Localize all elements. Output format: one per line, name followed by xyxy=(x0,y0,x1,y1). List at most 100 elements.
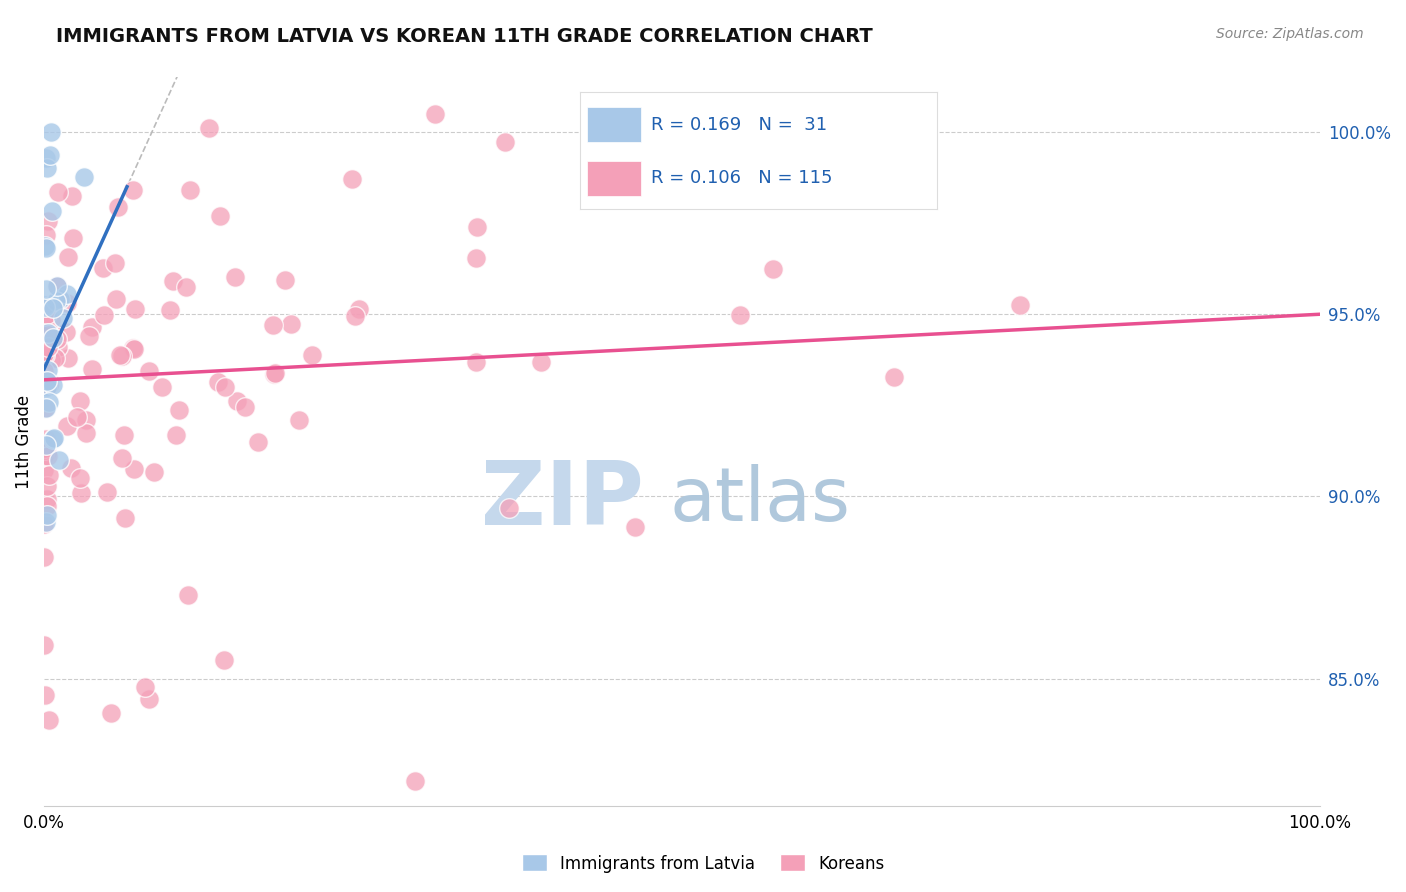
Point xyxy=(91,260,114,275)
Point xyxy=(48,452,70,467)
Point xyxy=(55,325,77,339)
Point xyxy=(42,301,65,315)
Point xyxy=(46,186,69,200)
Point xyxy=(263,367,285,381)
Point xyxy=(34,443,56,458)
Point xyxy=(624,520,647,534)
Point xyxy=(37,340,59,354)
Point xyxy=(32,364,55,378)
Point xyxy=(32,329,55,343)
Point xyxy=(82,361,104,376)
Y-axis label: 11th Grade: 11th Grade xyxy=(15,394,32,489)
Point xyxy=(730,308,752,322)
Point xyxy=(280,317,302,331)
Point xyxy=(142,466,165,480)
Point xyxy=(134,680,156,694)
Point xyxy=(498,500,520,515)
Point xyxy=(34,638,56,652)
Point xyxy=(70,486,93,500)
Point xyxy=(34,441,56,455)
Point xyxy=(60,189,83,203)
Point xyxy=(37,161,59,176)
Point xyxy=(150,380,173,394)
Point xyxy=(52,311,75,326)
Point xyxy=(93,308,115,322)
Point xyxy=(35,432,58,446)
Point xyxy=(35,380,58,394)
Point xyxy=(35,479,58,493)
Point xyxy=(287,413,309,427)
Point xyxy=(112,428,135,442)
Point xyxy=(100,706,122,720)
Point xyxy=(44,431,66,445)
Point xyxy=(37,214,59,228)
Point xyxy=(530,354,553,368)
Point xyxy=(111,450,134,465)
Point xyxy=(56,287,79,301)
Point xyxy=(62,231,84,245)
Point xyxy=(35,515,58,529)
Point xyxy=(82,320,104,334)
Point xyxy=(35,401,58,415)
Point xyxy=(56,296,79,310)
Point xyxy=(209,209,232,223)
Point xyxy=(212,653,235,667)
Point xyxy=(465,252,488,266)
Point xyxy=(35,241,58,255)
Point xyxy=(34,299,56,313)
Point xyxy=(167,403,190,417)
Point xyxy=(104,292,127,306)
Point xyxy=(34,401,56,416)
Point xyxy=(32,463,55,477)
Point xyxy=(344,310,367,324)
Point xyxy=(121,183,143,197)
Point xyxy=(38,713,60,727)
Point xyxy=(1008,297,1031,311)
Point xyxy=(110,348,132,362)
Point xyxy=(425,107,447,121)
Point xyxy=(226,393,249,408)
Point xyxy=(39,125,62,139)
Point xyxy=(179,183,201,197)
Point xyxy=(66,410,89,425)
Point xyxy=(34,688,56,702)
Point xyxy=(75,413,97,427)
Point xyxy=(262,318,284,333)
Point xyxy=(111,349,134,363)
Point xyxy=(103,256,125,270)
Point xyxy=(45,293,67,308)
Text: atlas: atlas xyxy=(669,464,851,537)
Point xyxy=(467,220,489,235)
Point xyxy=(41,203,63,218)
Point xyxy=(75,426,97,441)
Point xyxy=(35,308,58,322)
Text: ZIP: ZIP xyxy=(481,457,644,543)
Point xyxy=(162,273,184,287)
Point xyxy=(42,377,65,392)
Point xyxy=(165,428,187,442)
Point xyxy=(122,342,145,356)
Point xyxy=(35,438,58,452)
Point xyxy=(38,467,60,482)
Point xyxy=(39,313,62,327)
Point xyxy=(174,280,197,294)
Point xyxy=(883,370,905,384)
Point xyxy=(46,278,69,293)
Point xyxy=(494,135,516,149)
Point xyxy=(122,461,145,475)
Point xyxy=(41,331,63,345)
Point xyxy=(32,347,55,361)
Point xyxy=(45,278,67,293)
Point xyxy=(37,326,59,340)
Point xyxy=(56,351,79,365)
Point xyxy=(224,270,246,285)
Point xyxy=(35,508,58,522)
Point xyxy=(122,341,145,355)
Point xyxy=(34,310,56,324)
Point xyxy=(214,380,236,394)
Point xyxy=(35,228,58,243)
Point xyxy=(177,588,200,602)
Point xyxy=(35,374,58,388)
Point xyxy=(37,450,59,464)
Point xyxy=(77,329,100,343)
